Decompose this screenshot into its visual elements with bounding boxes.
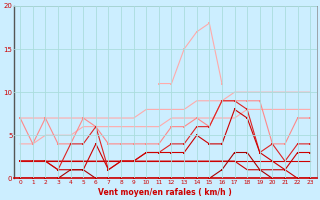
X-axis label: Vent moyen/en rafales ( km/h ): Vent moyen/en rafales ( km/h ) xyxy=(98,188,232,197)
